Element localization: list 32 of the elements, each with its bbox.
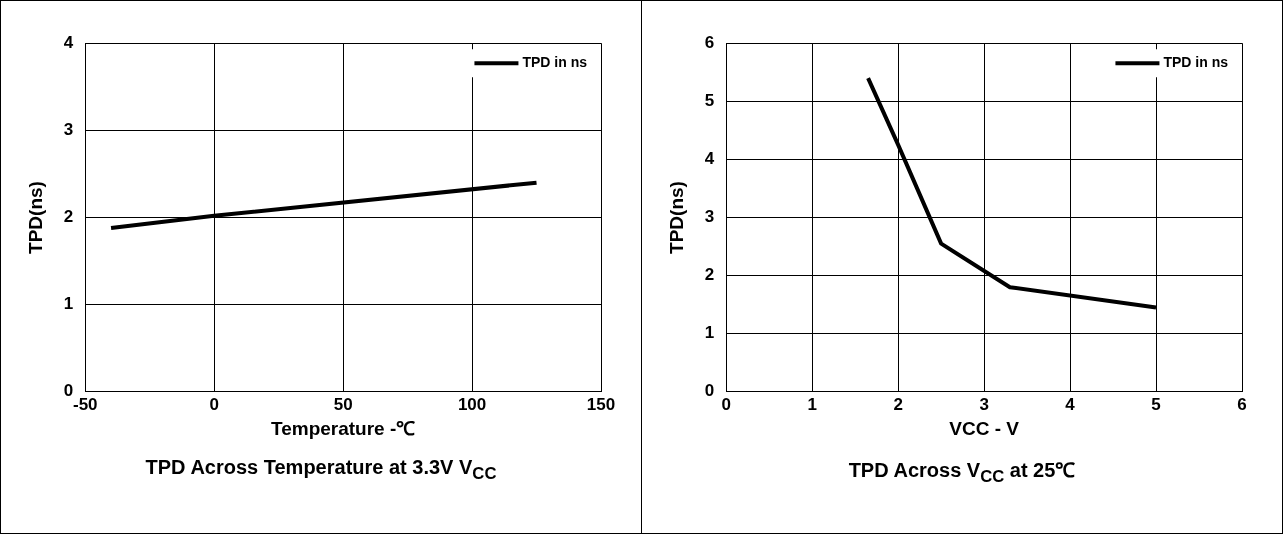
x-tick-label: 0 <box>721 394 731 414</box>
y-tick-label: 0 <box>704 381 715 401</box>
x-tick-label: 150 <box>586 394 616 414</box>
x-tick-label: 4 <box>1065 394 1076 414</box>
x-axis-title: VCC - V <box>949 417 1020 439</box>
y-tick-label: 3 <box>704 207 715 227</box>
y-tick-label: 0 <box>63 381 74 401</box>
x-tick-label: 100 <box>457 394 487 414</box>
y-tick-label: 1 <box>704 323 715 343</box>
legend-label: TPD in ns <box>522 54 588 71</box>
text: TPD Across Temperature at 3.3V V$_{CC}$ <box>144 456 498 484</box>
x-tick-label: -50 <box>72 394 98 414</box>
y-tick-label: 2 <box>63 207 74 227</box>
x-tick-label: 6 <box>1237 394 1247 414</box>
y-axis-title: TPD(ns) <box>665 181 687 254</box>
y-tick-label: 1 <box>63 294 74 314</box>
x-axis-title: Temperature -℃ <box>270 417 416 439</box>
x-tick-label: 2 <box>893 394 903 414</box>
x-tick-label: 1 <box>807 394 817 414</box>
y-tick-label: 5 <box>704 90 715 110</box>
text: TPD Across V$_{CC}$ at 25℃ <box>847 458 1077 487</box>
x-tick-label: 50 <box>333 394 353 414</box>
x-tick-label: 5 <box>1151 394 1161 414</box>
x-tick-label: 3 <box>979 394 989 414</box>
y-tick-label: 3 <box>63 120 74 140</box>
y-tick-label: 2 <box>704 265 715 285</box>
y-tick-label: 6 <box>704 32 715 52</box>
y-tick-label: 4 <box>63 32 74 52</box>
x-tick-label: 0 <box>209 394 219 414</box>
legend-label: TPD in ns <box>1163 54 1229 71</box>
y-axis-title: TPD(ns) <box>24 181 46 254</box>
y-tick-label: 4 <box>704 149 715 169</box>
